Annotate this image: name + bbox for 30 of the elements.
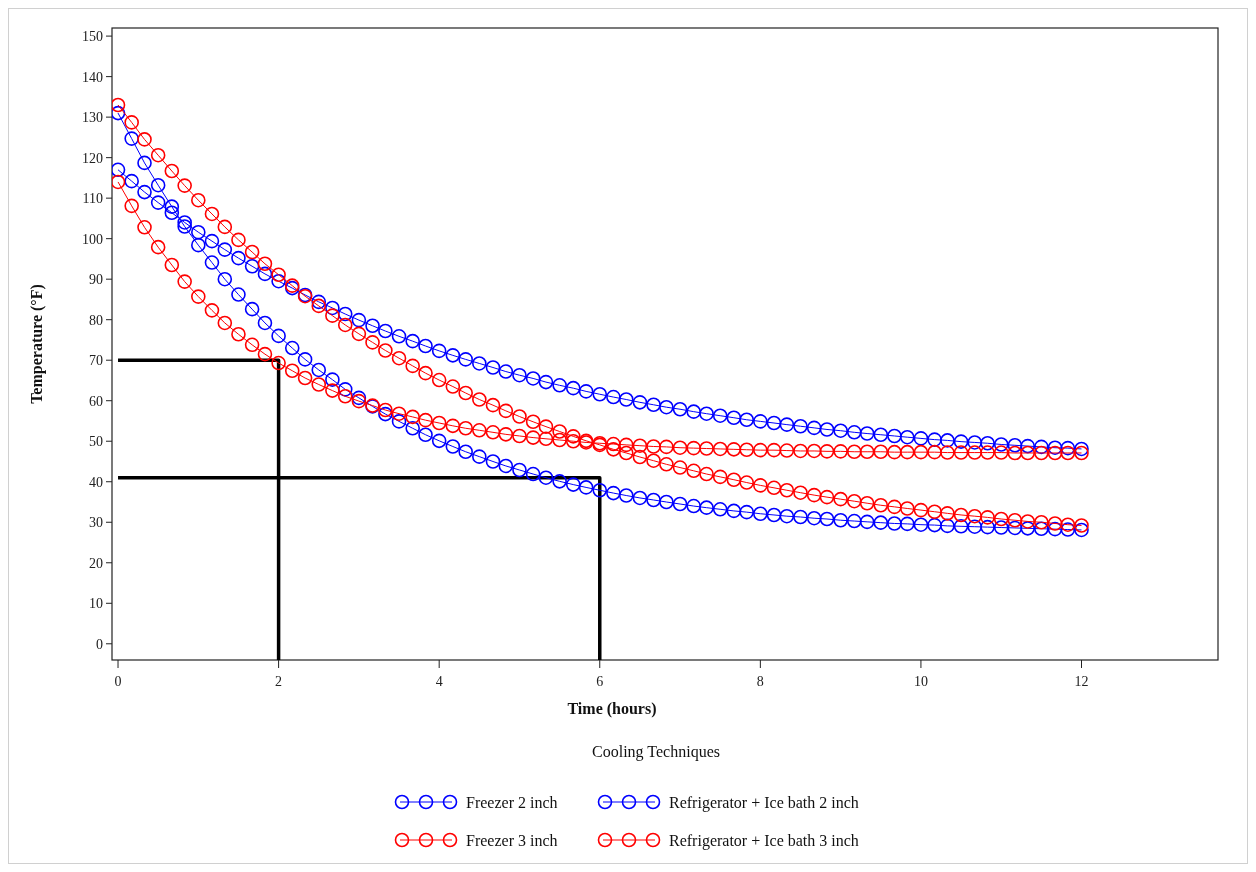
y-tick-label: 30 [89,515,103,531]
x-tick-label: 10 [913,674,928,689]
y-tick-label: 70 [89,353,103,369]
y-tick-label: 50 [89,434,103,450]
x-tick-label: 2 [275,674,283,689]
y-tick-label: 40 [89,474,103,490]
y-tick-label: 140 [82,69,103,85]
y-tick-label: 90 [89,272,103,288]
legend-label: Freezer 2 inch [466,794,558,811]
y-axis-title: Temperature (°F) [28,284,46,404]
x-tick-label: 0 [114,674,122,689]
legend-title: Cooling Techniques [592,743,720,761]
x-tick-label: 12 [1074,674,1089,689]
y-tick-label: 130 [82,110,103,126]
x-axis-title: Time (hours) [567,700,657,718]
y-tick-label: 80 [89,312,103,328]
legend-label: Refrigerator + Ice bath 2 inch [669,794,859,812]
x-tick-label: 6 [596,674,604,689]
legend-label: Freezer 3 inch [466,832,558,849]
y-tick-label: 110 [82,191,103,207]
legend-label: Refrigerator + Ice bath 3 inch [669,832,859,850]
y-tick-label: 60 [89,393,103,409]
x-tick-label: 8 [756,674,764,689]
y-tick-label: 0 [96,636,103,652]
y-tick-label: 120 [82,150,103,166]
x-tick-label: 4 [435,674,443,689]
y-tick-label: 100 [82,231,103,247]
y-tick-label: 10 [89,596,103,612]
y-tick-label: 150 [82,29,103,44]
y-tick-label: 20 [89,555,103,571]
